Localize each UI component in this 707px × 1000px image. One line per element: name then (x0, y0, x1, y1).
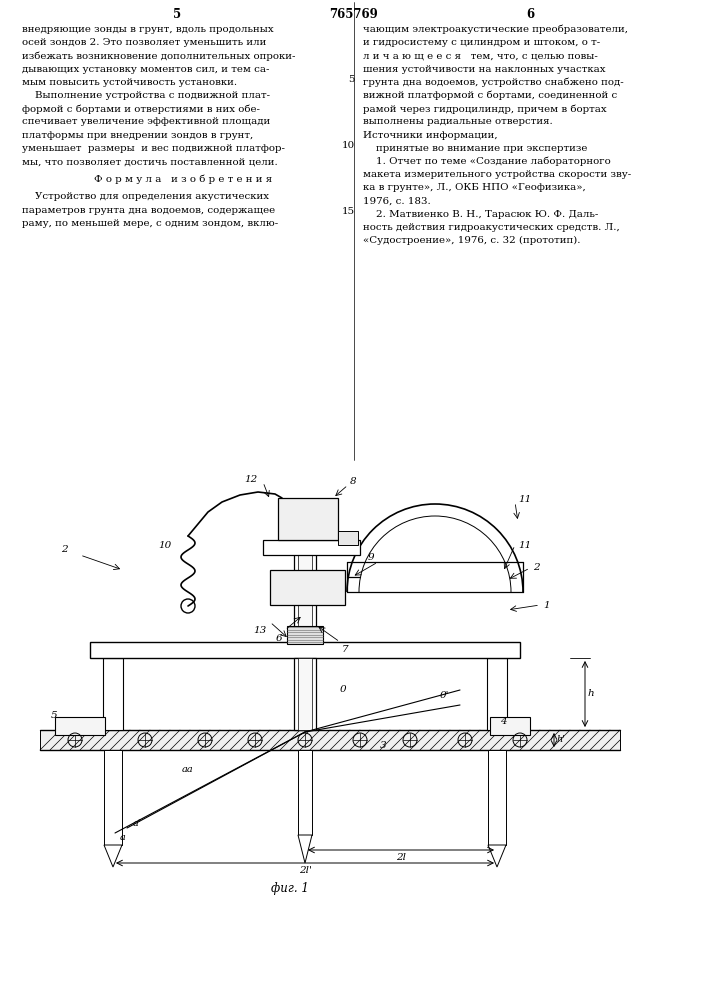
Text: вижной платформой с бортами, соединенной с: вижной платформой с бортами, соединенной… (363, 91, 617, 101)
Text: Источники информации,: Источники информации, (363, 131, 498, 140)
Text: 1: 1 (543, 600, 549, 609)
Text: 2. Матвиенко В. Н., Тарасюк Ю. Ф. Даль-: 2. Матвиенко В. Н., Тарасюк Ю. Ф. Даль- (363, 210, 598, 219)
Text: 2l': 2l' (298, 866, 312, 875)
Bar (90, 642, 520, 658)
Text: 10: 10 (342, 141, 355, 150)
Bar (488, 750, 506, 845)
Text: принятые во внимание при экспертизе: принятые во внимание при экспертизе (363, 144, 588, 153)
Text: «Судостроение», 1976, с. 32 (прототип).: «Судостроение», 1976, с. 32 (прототип). (363, 236, 580, 245)
Text: 0: 0 (340, 686, 346, 694)
Text: л и ч а ю щ е е с я   тем, что, с целью повы-: л и ч а ю щ е е с я тем, что, с целью по… (363, 51, 598, 60)
PathPatch shape (488, 845, 506, 867)
Bar (40, 730, 620, 750)
Text: Ф о р м у л а   и з о б р е т е н и я: Ф о р м у л а и з о б р е т е н и я (94, 174, 272, 184)
Text: внедряющие зонды в грунт, вдоль продольных: внедряющие зонды в грунт, вдоль продольн… (22, 25, 274, 34)
Bar (104, 750, 122, 845)
Text: 8: 8 (350, 478, 356, 487)
Bar (487, 658, 507, 730)
Text: 6: 6 (275, 634, 282, 643)
Bar (294, 658, 316, 730)
Text: выполнены радиальные отверстия.: выполнены радиальные отверстия. (363, 117, 553, 126)
Text: h: h (588, 690, 595, 698)
Bar (270, 570, 345, 605)
Bar (287, 626, 323, 644)
Text: уменьшает  размеры  и вес подвижной платфор-: уменьшает размеры и вес подвижной платфо… (22, 144, 285, 153)
Text: раму, по меньшей мере, с одним зондом, вклю-: раму, по меньшей мере, с одним зондом, в… (22, 219, 279, 228)
Text: рамой через гидроцилиндр, причем в бортах: рамой через гидроцилиндр, причем в борта… (363, 104, 607, 114)
Text: 3: 3 (380, 740, 387, 750)
Text: мы, что позволяет достичь поставленной цели.: мы, что позволяет достичь поставленной ц… (22, 157, 278, 166)
Text: спечивает увеличение эффективной площади: спечивает увеличение эффективной площади (22, 117, 270, 126)
Text: 6: 6 (526, 8, 534, 21)
Text: 765769: 765769 (329, 8, 378, 21)
Bar (55, 717, 105, 735)
Text: и гидросистему с цилиндром и штоком, о т-: и гидросистему с цилиндром и штоком, о т… (363, 38, 600, 47)
Text: чающим электроакустические преобразователи,: чающим электроакустические преобразовате… (363, 25, 628, 34)
Bar (298, 658, 312, 730)
Text: избежать возникновение дополнительных опроки-: избежать возникновение дополнительных оп… (22, 51, 296, 61)
Text: aa: aa (182, 766, 194, 774)
Bar (103, 658, 123, 730)
Text: фиг. 1: фиг. 1 (271, 882, 309, 895)
Text: h': h' (557, 736, 566, 744)
PathPatch shape (298, 835, 312, 863)
Text: мым повысить устойчивость установки.: мым повысить устойчивость установки. (22, 78, 237, 87)
Text: ка в грунте», Л., ОКБ НПО «Геофизика»,: ка в грунте», Л., ОКБ НПО «Геофизика», (363, 183, 586, 192)
Text: a: a (120, 834, 126, 842)
Text: формой с бортами и отверстиями в них обе-: формой с бортами и отверстиями в них обе… (22, 104, 260, 114)
Bar (278, 498, 338, 540)
Text: 10: 10 (159, 540, 172, 550)
Text: Устройство для определения акустических: Устройство для определения акустических (22, 192, 269, 201)
Text: 13: 13 (254, 626, 267, 635)
Bar (294, 542, 316, 642)
Text: платформы при внедрении зондов в грунт,: платформы при внедрении зондов в грунт, (22, 131, 253, 140)
Bar (263, 540, 360, 555)
Text: дывающих установку моментов сил, и тем са-: дывающих установку моментов сил, и тем с… (22, 65, 269, 74)
Text: 1976, с. 183.: 1976, с. 183. (363, 197, 431, 206)
PathPatch shape (104, 845, 122, 867)
Text: 2: 2 (533, 564, 539, 572)
Text: 1. Отчет по теме «Создание лабораторного: 1. Отчет по теме «Создание лабораторного (363, 157, 611, 166)
Text: макета измерительного устройства скорости зву-: макета измерительного устройства скорост… (363, 170, 631, 179)
Bar (490, 717, 530, 735)
Text: 4: 4 (500, 718, 507, 726)
Text: 11: 11 (518, 495, 531, 504)
Bar (298, 542, 312, 642)
Bar (338, 531, 358, 545)
Text: параметров грунта дна водоемов, содержащее: параметров грунта дна водоемов, содержащ… (22, 206, 275, 215)
Text: a': a' (133, 820, 141, 828)
Bar (298, 750, 312, 835)
Text: шения устойчивости на наклонных участках: шения устойчивости на наклонных участках (363, 65, 605, 74)
Text: 12: 12 (245, 476, 258, 485)
Text: ность действия гидроакустических средств. Л.,: ность действия гидроакустических средств… (363, 223, 620, 232)
Text: 2: 2 (62, 546, 68, 554)
Text: 5: 5 (173, 8, 181, 21)
Text: осей зондов 2. Это позволяет уменьшить или: осей зондов 2. Это позволяет уменьшить и… (22, 38, 267, 47)
Text: 9: 9 (368, 554, 374, 562)
Text: 0': 0' (440, 690, 450, 700)
Text: 5: 5 (349, 75, 355, 84)
Text: 11: 11 (518, 540, 531, 550)
Text: 5: 5 (50, 710, 57, 720)
Text: 2l: 2l (396, 853, 406, 862)
Text: 15: 15 (342, 207, 355, 216)
Text: 7: 7 (342, 645, 349, 654)
Text: грунта дна водоемов, устройство снабжено под-: грунта дна водоемов, устройство снабжено… (363, 78, 624, 87)
Text: Выполнение устройства с подвижной плат-: Выполнение устройства с подвижной плат- (22, 91, 270, 100)
